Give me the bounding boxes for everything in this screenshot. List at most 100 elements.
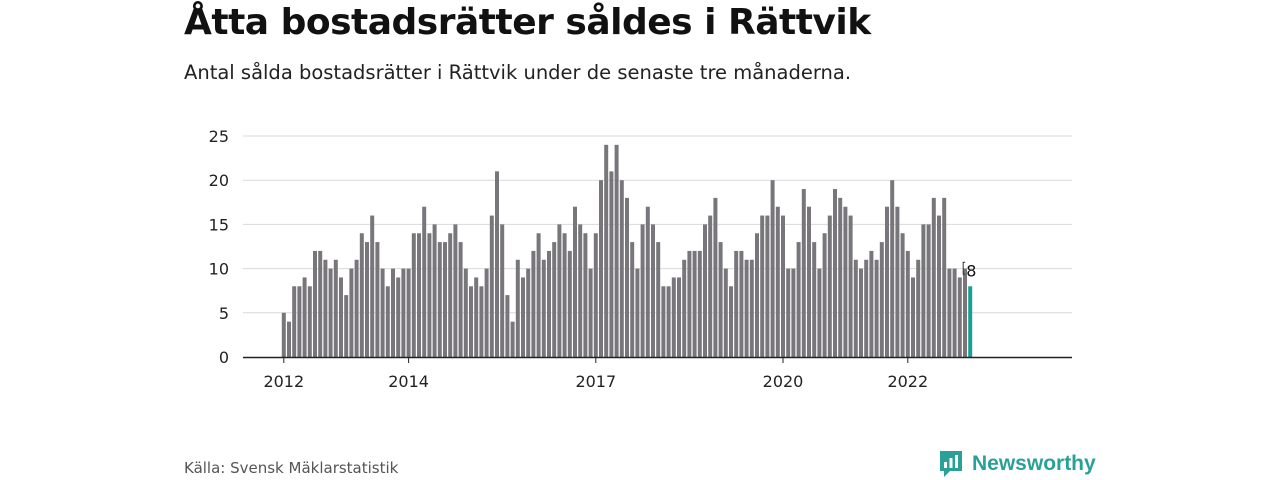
bar: [385, 286, 390, 357]
bar: [437, 242, 442, 357]
bar: [619, 180, 624, 357]
bar: [869, 250, 874, 357]
bar: [411, 233, 416, 357]
y-tick-label: 20: [209, 171, 229, 190]
bar: [505, 295, 510, 357]
chart-title: Åtta bostadsrätter såldes i Rättvik: [184, 2, 871, 43]
bar: [734, 250, 739, 357]
bar: [578, 224, 583, 357]
bar: [614, 144, 619, 357]
bar: [843, 206, 848, 357]
bar-latest: [968, 286, 973, 357]
bar: [599, 180, 603, 357]
bar: [947, 268, 952, 357]
bar: [666, 286, 671, 357]
bar: [328, 268, 333, 357]
bar: [703, 224, 707, 357]
bar: [588, 268, 593, 357]
bar: [864, 259, 869, 357]
bar: [323, 259, 328, 357]
bar: [801, 189, 806, 357]
y-tick-label: 5: [219, 304, 229, 323]
bar: [443, 242, 447, 357]
bar: [500, 224, 505, 357]
bar: [775, 206, 780, 357]
bar: [495, 171, 499, 357]
bar: [708, 215, 713, 357]
bar: [339, 277, 343, 357]
bar: [463, 268, 468, 357]
bar: [287, 321, 291, 357]
newsworthy-logo[interactable]: Newsworthy: [938, 449, 1096, 479]
bar: [604, 144, 609, 357]
bar: [885, 206, 889, 357]
bar: [541, 259, 546, 357]
bar: [957, 277, 962, 357]
bar: [895, 206, 900, 357]
x-tick-label: 2017: [575, 372, 616, 391]
bar: [926, 224, 931, 357]
bar: [552, 242, 557, 357]
y-tick-label: 25: [209, 127, 229, 146]
bar: [697, 250, 702, 357]
bar: [937, 215, 941, 357]
bar: [469, 286, 473, 357]
bar: [536, 233, 541, 357]
bar: [375, 242, 380, 357]
bar: [292, 286, 297, 357]
bar: [370, 215, 375, 357]
bar: [905, 250, 910, 357]
bar: [484, 268, 489, 357]
bar: [391, 268, 395, 357]
bar: [765, 215, 770, 357]
bar: [333, 259, 338, 357]
x-tick-label: 2020: [763, 372, 804, 391]
y-tick-label: 10: [209, 260, 229, 279]
bar: [812, 242, 817, 357]
bar: [661, 286, 666, 357]
bar: [515, 259, 520, 357]
bar: [593, 233, 598, 357]
bar: [791, 268, 796, 357]
bar: [380, 268, 385, 357]
bar: [874, 259, 879, 357]
bar: [755, 233, 759, 357]
bar: [318, 250, 323, 357]
bar: [713, 197, 718, 357]
bar: [458, 242, 463, 357]
x-tick-label: 2012: [263, 372, 304, 391]
bar: [313, 250, 317, 357]
bar: [921, 224, 926, 357]
bar: [521, 277, 525, 357]
bar: [479, 286, 484, 357]
bar: [916, 259, 921, 357]
bar: [807, 206, 811, 357]
bar: [307, 286, 312, 357]
last-value-label: 8: [966, 261, 976, 280]
bar: [645, 206, 650, 357]
bar: [401, 268, 406, 357]
bar: [729, 286, 733, 357]
bar: [510, 321, 515, 357]
bar: [963, 268, 967, 357]
bar: [682, 259, 687, 357]
newsworthy-logo-icon: [940, 451, 962, 477]
bar: [344, 295, 349, 357]
bar: [656, 242, 661, 357]
bar: [557, 224, 562, 357]
bar: [723, 268, 728, 357]
bar: [651, 224, 655, 357]
chart-subtitle: Antal sålda bostadsrätter i Rättvik unde…: [184, 61, 852, 84]
bar: [890, 180, 895, 357]
bar: [526, 268, 531, 357]
bar: [911, 277, 915, 357]
bar: [827, 215, 832, 357]
bar: [853, 259, 858, 357]
bar: [354, 259, 359, 357]
bar: [822, 233, 827, 357]
bar: [900, 233, 905, 357]
bar: [635, 268, 640, 357]
bar: [359, 233, 364, 357]
bar: [453, 224, 458, 357]
bar: [349, 268, 354, 357]
